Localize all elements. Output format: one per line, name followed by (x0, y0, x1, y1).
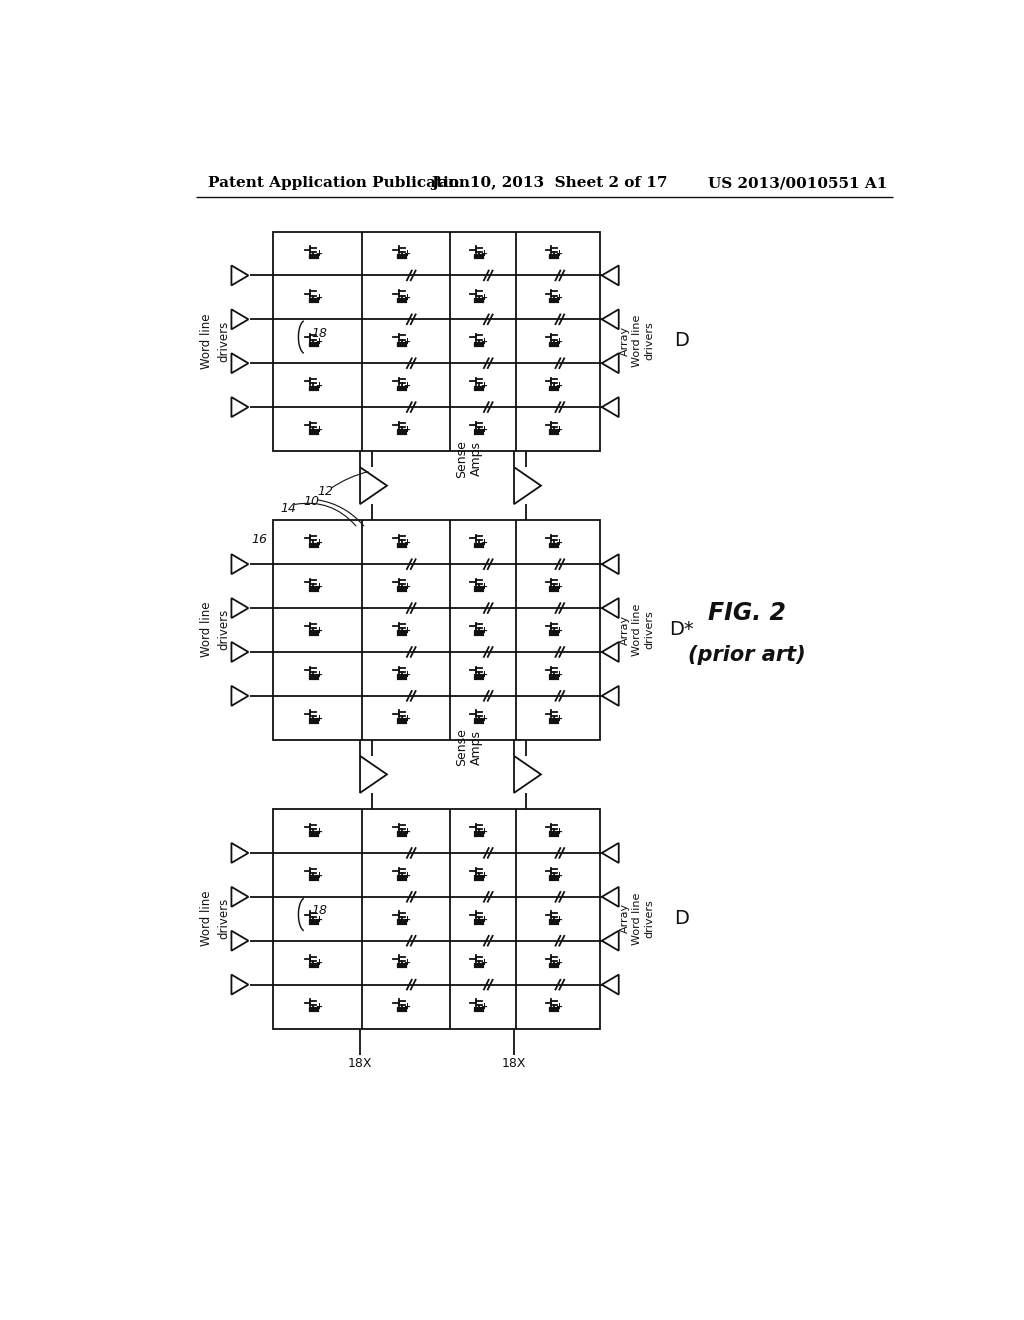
Text: 18X: 18X (348, 1056, 373, 1069)
Text: 16: 16 (251, 533, 267, 546)
Text: +: + (480, 425, 487, 434)
Text: +: + (480, 1002, 487, 1011)
Text: Jan. 10, 2013  Sheet 2 of 17: Jan. 10, 2013 Sheet 2 of 17 (431, 176, 668, 190)
Text: D: D (674, 331, 688, 350)
Text: +: + (480, 249, 487, 259)
Text: +: + (403, 669, 411, 678)
Text: +: + (315, 1002, 322, 1011)
Text: +: + (403, 293, 411, 302)
Text: +: + (403, 249, 411, 259)
Text: +: + (403, 826, 411, 836)
Text: Patent Application Publication: Patent Application Publication (208, 176, 470, 190)
Text: +: + (480, 626, 487, 635)
Text: +: + (315, 958, 322, 968)
Text: FIG. 2: FIG. 2 (708, 601, 785, 624)
Text: +: + (403, 582, 411, 591)
Text: +: + (556, 249, 562, 259)
Text: +: + (403, 915, 411, 924)
Text: +: + (556, 293, 562, 302)
Text: +: + (403, 425, 411, 434)
Text: +: + (480, 539, 487, 546)
Text: +: + (315, 293, 322, 302)
Text: Sense
Amps: Sense Amps (456, 729, 483, 767)
Text: +: + (403, 958, 411, 968)
Text: +: + (556, 826, 562, 836)
Text: +: + (480, 714, 487, 722)
Text: (prior art): (prior art) (688, 645, 805, 665)
Bar (273, 809, 600, 1028)
Text: +: + (315, 626, 322, 635)
Text: +: + (480, 582, 487, 591)
Text: Array
Word line
drivers: Array Word line drivers (620, 603, 654, 656)
Text: Sense
Amps: Sense Amps (456, 440, 483, 478)
Text: +: + (315, 714, 322, 722)
Text: +: + (556, 1002, 562, 1011)
Bar (273, 520, 600, 739)
Text: +: + (556, 425, 562, 434)
Text: +: + (556, 871, 562, 879)
Text: Array
Word line
drivers: Array Word line drivers (620, 314, 654, 367)
Text: 18: 18 (311, 326, 328, 339)
Text: +: + (556, 714, 562, 722)
Text: 14: 14 (281, 502, 296, 515)
Text: +: + (480, 871, 487, 879)
Text: 18: 18 (311, 904, 328, 917)
Text: +: + (480, 381, 487, 389)
Text: D: D (674, 909, 688, 928)
Text: +: + (403, 626, 411, 635)
Text: +: + (556, 539, 562, 546)
Text: Array
Word line
drivers: Array Word line drivers (620, 892, 654, 945)
Text: +: + (556, 582, 562, 591)
Text: +: + (403, 1002, 411, 1011)
Text: +: + (315, 582, 322, 591)
Text: +: + (315, 669, 322, 678)
Text: +: + (315, 826, 322, 836)
Text: Word line
drivers: Word line drivers (201, 313, 230, 368)
Text: +: + (556, 915, 562, 924)
Text: +: + (315, 539, 322, 546)
Text: +: + (403, 539, 411, 546)
Text: 10: 10 (303, 495, 319, 508)
Text: Word line
drivers: Word line drivers (201, 891, 230, 946)
Text: +: + (315, 915, 322, 924)
Text: +: + (315, 425, 322, 434)
Text: +: + (315, 337, 322, 346)
Text: +: + (403, 714, 411, 722)
Text: +: + (480, 826, 487, 836)
Text: +: + (315, 381, 322, 389)
Text: 18X: 18X (502, 1056, 526, 1069)
Text: D*: D* (669, 620, 693, 639)
Text: +: + (480, 958, 487, 968)
Text: +: + (480, 915, 487, 924)
Text: +: + (403, 337, 411, 346)
Text: +: + (480, 669, 487, 678)
Text: +: + (403, 871, 411, 879)
Text: +: + (315, 871, 322, 879)
Bar (273, 231, 600, 451)
Text: +: + (556, 626, 562, 635)
Text: +: + (556, 337, 562, 346)
Text: US 2013/0010551 A1: US 2013/0010551 A1 (708, 176, 888, 190)
Text: +: + (556, 381, 562, 389)
Text: +: + (315, 249, 322, 259)
Text: Word line
drivers: Word line drivers (201, 602, 230, 657)
Text: +: + (556, 669, 562, 678)
Text: +: + (480, 293, 487, 302)
Text: +: + (403, 381, 411, 389)
Text: 12: 12 (317, 486, 333, 499)
Text: +: + (556, 958, 562, 968)
Text: +: + (480, 337, 487, 346)
